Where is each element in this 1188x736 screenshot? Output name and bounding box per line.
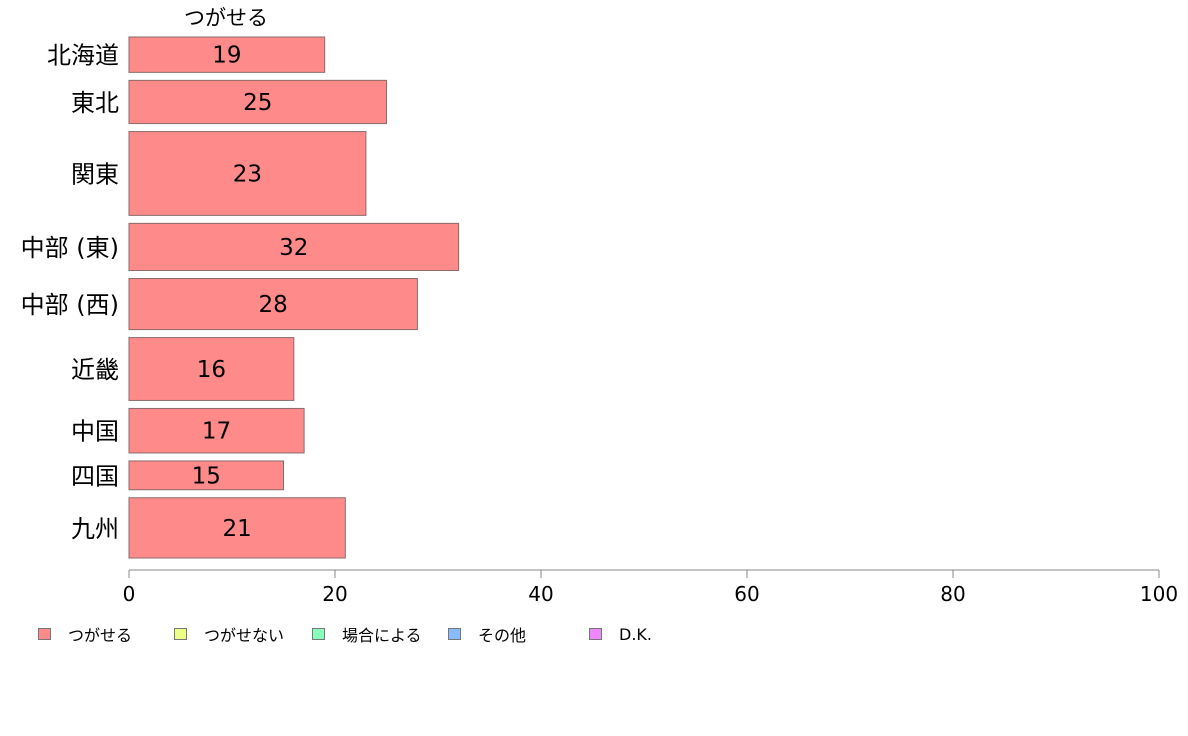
bar-7-series-0 xyxy=(128,460,284,491)
legend-label: つがせない xyxy=(204,626,285,645)
x-tick-label: 100 xyxy=(1140,582,1178,606)
x-tick-label: 40 xyxy=(528,582,553,606)
bar-4-series-0 xyxy=(128,278,418,331)
legend-label: その他 xyxy=(478,626,527,645)
legend-item: その他 xyxy=(448,622,589,646)
bar-1-series-0 xyxy=(128,79,387,125)
category-label: 中国 xyxy=(71,418,119,446)
category-label: 東北 xyxy=(71,89,119,117)
legend-swatch xyxy=(38,628,51,640)
bar-value-label: 21 xyxy=(223,516,252,542)
category-label: 中部 (東) xyxy=(21,234,119,262)
x-tick-label: 20 xyxy=(322,582,347,606)
x-axis: 0 20 40 60 80 100 xyxy=(123,569,1178,606)
bar-8-series-0 xyxy=(128,497,346,559)
category-label: 九州 xyxy=(71,515,119,543)
bar-2-series-0 xyxy=(128,131,367,216)
bar-6-series-0 xyxy=(128,407,305,454)
bar-3-series-0 xyxy=(128,222,460,272)
legend-item: 場合による xyxy=(312,622,448,646)
legend-item: つがせない xyxy=(174,622,312,646)
legend-item: つがせる xyxy=(38,622,174,646)
legend-swatch xyxy=(312,628,325,640)
bar-value-label: 15 xyxy=(192,463,221,489)
legend-swatch xyxy=(448,628,461,640)
category-label: 四国 xyxy=(71,462,119,490)
bar-value-label: 16 xyxy=(197,357,226,383)
chart-title: つがせる xyxy=(184,6,268,30)
legend-label: つがせる xyxy=(68,626,133,645)
bar-0-series-0 xyxy=(128,36,326,73)
bar-value-label: 17 xyxy=(202,419,231,445)
bar-value-label: 28 xyxy=(259,292,288,318)
x-tick-label: 0 xyxy=(123,582,136,606)
legend-label: D.K. xyxy=(619,624,652,644)
bar-value-label: 19 xyxy=(212,43,241,69)
legend-swatch xyxy=(589,628,602,640)
x-tick-label: 80 xyxy=(940,582,965,606)
category-label: 近畿 xyxy=(71,356,119,384)
x-tick-label: 60 xyxy=(734,582,759,606)
bar-value-label: 25 xyxy=(243,90,272,116)
bar-5-series-0 xyxy=(128,337,295,401)
legend-label: 場合による xyxy=(342,626,422,645)
category-label: 関東 xyxy=(71,160,119,188)
category-label: 北海道 xyxy=(47,42,119,70)
category-label: 中部 (西) xyxy=(21,291,119,319)
legend: つがせる つがせない 場合による その他 D.K. xyxy=(38,622,669,646)
legend-swatch xyxy=(174,628,187,640)
bar-value-label: 32 xyxy=(279,235,308,261)
legend-item: D.K. xyxy=(589,625,669,644)
bar-value-label: 23 xyxy=(233,161,262,187)
